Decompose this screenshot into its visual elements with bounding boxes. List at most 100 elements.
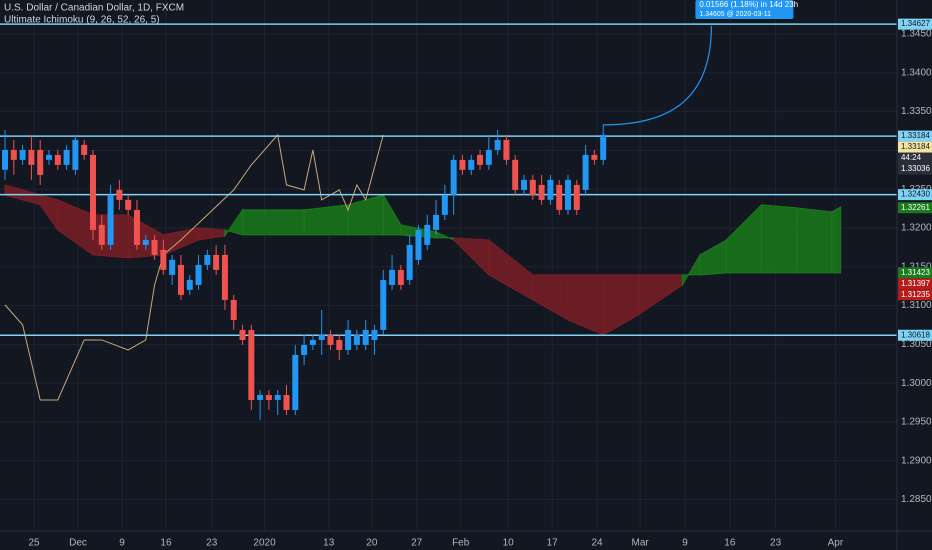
price-label: 1.34627: [901, 19, 930, 28]
price-label: 1.31423: [901, 268, 930, 277]
candle-body: [72, 139, 79, 170]
cloud-segment: [435, 231, 455, 241]
price-label-box: [898, 130, 932, 142]
candle-body: [213, 254, 220, 270]
x-tick-label: 2020: [253, 538, 276, 549]
candle-body: [327, 334, 334, 345]
candle-body: [494, 139, 501, 150]
cloud-segment: [198, 227, 226, 241]
y-tick-label: 1.28500: [901, 494, 932, 505]
candle-body: [265, 394, 272, 400]
cloud-segment: [453, 237, 490, 277]
axes: 1.28500 1.29000 1.29500 1.30000 1.30500 1.310…: [28, 29, 932, 549]
candle-body: [353, 334, 360, 345]
candle-body: [169, 259, 176, 275]
candle-body: [125, 199, 132, 210]
candle-body: [98, 224, 105, 245]
price-label-box: [898, 189, 932, 201]
x-tick-label: 25: [28, 538, 40, 549]
candle-body: [195, 264, 202, 285]
candle-body: [142, 239, 149, 245]
y-tick-label: 1.33500: [901, 106, 932, 117]
price-label-box: [898, 267, 932, 279]
x-tick-label: 24: [591, 538, 603, 549]
candle-body: [54, 154, 61, 165]
candle-body: [160, 249, 167, 270]
plot: [0, 23, 897, 420]
candle-body: [309, 339, 316, 345]
candle-body: [186, 279, 193, 290]
price-label: 1.30618: [901, 330, 930, 339]
candle-body: [389, 269, 396, 285]
price-label: 1.33184: [901, 142, 930, 151]
cloud-segment: [347, 194, 384, 236]
candle-body: [512, 159, 519, 190]
candle-body: [10, 149, 17, 160]
candle-body: [468, 159, 475, 170]
projection-box: [695, 0, 794, 19]
candle-body: [538, 184, 545, 200]
price-label: 1.33184: [901, 131, 930, 140]
x-tick-label: Feb: [452, 538, 470, 549]
cloud-segment: [242, 209, 305, 236]
candle-body: [37, 149, 44, 175]
lagging-line: [4, 133, 384, 401]
x-tick-label: 10: [503, 538, 515, 549]
y-tick-label: 1.34000: [901, 67, 932, 78]
x-tick-label: 17: [547, 538, 559, 549]
candle-body: [2, 149, 9, 170]
candle-body: [433, 214, 440, 230]
candle-body: [89, 154, 96, 230]
x-tick-label: 20: [366, 538, 378, 549]
candle-body: [406, 244, 413, 280]
candle-body: [477, 154, 484, 165]
price-label: 1.31235: [901, 290, 930, 299]
price-label: 44:24: [901, 153, 922, 162]
candle-body: [362, 329, 369, 345]
x-tick-label: Dec: [69, 538, 87, 549]
candle-body: [116, 189, 123, 200]
x-tick-label: 23: [770, 538, 782, 549]
candle-body: [274, 394, 281, 400]
x-tick-label: Apr: [828, 538, 844, 549]
x-tick-label: 23: [206, 538, 218, 549]
candle-body: [503, 139, 510, 160]
price-label-box: [898, 329, 932, 341]
cloud-segment: [382, 193, 402, 236]
candle-body: [441, 194, 448, 215]
candle-body: [600, 134, 607, 160]
x-tick-label: 9: [119, 538, 125, 549]
price-label-box: [898, 202, 932, 214]
candle-body: [415, 229, 422, 260]
price-label-box: [898, 18, 932, 30]
chart-title: U.S. Dollar / Canadian Dollar, 1D, FXCM: [4, 3, 184, 14]
indicator-name: Ultimate Ichimoku (9, 26, 52, 26, 5): [4, 15, 160, 26]
cloud-segment: [39, 194, 59, 232]
candle-body: [248, 329, 255, 400]
candle-body: [292, 354, 299, 410]
candle-body: [591, 154, 598, 160]
candle-body: [336, 339, 343, 350]
candle-body: [380, 279, 387, 330]
price-label-box: [898, 163, 932, 175]
candle-body: [177, 264, 184, 295]
x-tick-label: 16: [160, 538, 172, 549]
candle-body: [133, 209, 140, 245]
candle-body: [45, 154, 52, 160]
price-label-box: [898, 289, 932, 301]
cloud-segment: [224, 208, 244, 238]
grid: [0, 0, 897, 530]
cloud-segment: [57, 199, 94, 256]
candle-body: [151, 239, 158, 255]
projection-target: 1.34605 @ 2020-03-11: [699, 11, 771, 18]
x-tick-label: Mar: [632, 538, 650, 549]
x-tick-label: 16: [724, 538, 736, 549]
projection-text: 0.01566 (1.18%) in 14d 23h: [699, 0, 798, 9]
price-label: 1.32430: [901, 190, 930, 199]
candle-body: [450, 159, 457, 195]
candle-body: [529, 179, 536, 195]
candle-body: [397, 269, 404, 285]
candle-body: [547, 179, 554, 200]
candle-body: [459, 159, 466, 170]
